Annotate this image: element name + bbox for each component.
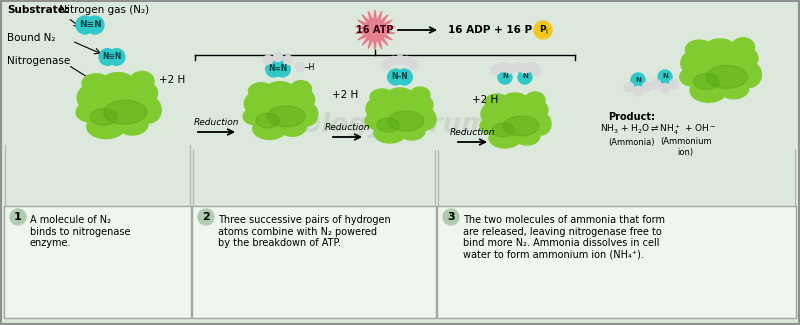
Text: A molecule of N₂
binds to nitrogenase
enzyme.: A molecule of N₂ binds to nitrogenase en… <box>30 215 130 248</box>
Text: (Ammonia): (Ammonia) <box>608 137 654 147</box>
Ellipse shape <box>86 115 125 138</box>
Ellipse shape <box>694 73 719 90</box>
Circle shape <box>443 209 459 225</box>
Ellipse shape <box>279 117 306 136</box>
Ellipse shape <box>377 118 399 132</box>
Ellipse shape <box>297 103 318 126</box>
Text: N=N: N=N <box>268 64 288 73</box>
Circle shape <box>274 61 290 77</box>
Ellipse shape <box>696 52 744 88</box>
Circle shape <box>76 16 94 34</box>
Text: Reduction: Reduction <box>325 123 370 132</box>
Text: The two molecules of ammonia that form
are released, leaving nitrogenase free to: The two molecules of ammonia that form a… <box>463 215 665 260</box>
Circle shape <box>513 62 523 72</box>
Text: Nitrogen gas (N₂): Nitrogen gas (N₂) <box>56 5 149 15</box>
Text: Three successive pairs of hydrogen
atoms combine with N₂ powered
by the breakdow: Three successive pairs of hydrogen atoms… <box>218 215 390 248</box>
Text: +2 H: +2 H <box>472 95 498 105</box>
Text: Reduction: Reduction <box>450 128 495 137</box>
Ellipse shape <box>370 89 394 105</box>
Ellipse shape <box>518 99 548 121</box>
Ellipse shape <box>485 94 509 110</box>
Ellipse shape <box>374 123 406 143</box>
Ellipse shape <box>244 91 274 116</box>
Ellipse shape <box>690 79 727 102</box>
Ellipse shape <box>117 113 148 135</box>
Ellipse shape <box>386 88 414 106</box>
Ellipse shape <box>481 102 509 126</box>
Text: Reduction: Reduction <box>194 118 239 127</box>
Ellipse shape <box>90 109 117 125</box>
Ellipse shape <box>501 93 529 111</box>
Ellipse shape <box>738 62 762 87</box>
Circle shape <box>388 69 403 85</box>
Circle shape <box>642 82 652 92</box>
FancyBboxPatch shape <box>437 206 796 318</box>
Ellipse shape <box>489 128 521 148</box>
Text: Bound N₂: Bound N₂ <box>7 33 55 43</box>
Text: (Ammonium
ion): (Ammonium ion) <box>660 137 712 157</box>
Text: 2: 2 <box>202 212 210 222</box>
Ellipse shape <box>525 92 545 108</box>
Circle shape <box>295 62 305 72</box>
Circle shape <box>520 64 530 74</box>
Ellipse shape <box>681 49 713 77</box>
Circle shape <box>651 79 661 89</box>
Ellipse shape <box>290 81 311 98</box>
Text: N: N <box>522 73 528 80</box>
Text: Substrate:: Substrate: <box>7 5 69 15</box>
Text: N–N: N–N <box>392 72 408 81</box>
FancyBboxPatch shape <box>4 206 191 318</box>
Text: N≡N: N≡N <box>102 52 122 61</box>
Ellipse shape <box>76 103 102 122</box>
Circle shape <box>660 83 670 93</box>
Ellipse shape <box>138 97 161 123</box>
Ellipse shape <box>706 65 747 88</box>
Text: ─H: ─H <box>304 62 314 72</box>
Ellipse shape <box>704 39 736 60</box>
Ellipse shape <box>258 93 302 127</box>
Circle shape <box>198 209 214 225</box>
Text: 1: 1 <box>14 212 22 222</box>
Text: 3: 3 <box>447 212 455 222</box>
Circle shape <box>531 66 541 76</box>
Circle shape <box>633 86 643 96</box>
Circle shape <box>527 62 537 72</box>
Circle shape <box>381 60 391 70</box>
Circle shape <box>263 55 273 65</box>
Ellipse shape <box>365 113 387 129</box>
Text: Biology-Forums: Biology-Forums <box>274 112 506 138</box>
Circle shape <box>395 55 405 65</box>
Circle shape <box>658 70 672 84</box>
Text: NH$_3$ + H$_2$O$\rightleftharpoons$NH$_4^+$ + OH$^-$: NH$_3$ + H$_2$O$\rightleftharpoons$NH$_4… <box>600 123 716 137</box>
Circle shape <box>266 61 282 77</box>
Text: N: N <box>662 73 668 80</box>
Text: Product:: Product: <box>608 112 655 122</box>
Ellipse shape <box>723 46 758 71</box>
Circle shape <box>273 52 283 62</box>
Circle shape <box>99 49 116 65</box>
Ellipse shape <box>403 94 433 116</box>
Text: N: N <box>502 73 508 80</box>
Ellipse shape <box>266 82 294 100</box>
Ellipse shape <box>494 104 536 136</box>
Ellipse shape <box>267 106 306 127</box>
Ellipse shape <box>503 116 539 136</box>
Ellipse shape <box>410 87 430 103</box>
Ellipse shape <box>492 123 514 137</box>
Circle shape <box>388 56 398 66</box>
Ellipse shape <box>256 113 279 128</box>
FancyBboxPatch shape <box>192 206 436 318</box>
Ellipse shape <box>283 88 314 111</box>
Ellipse shape <box>379 99 421 131</box>
Circle shape <box>108 49 125 65</box>
Circle shape <box>397 69 412 85</box>
Circle shape <box>624 82 634 92</box>
Ellipse shape <box>366 97 394 121</box>
Circle shape <box>534 21 552 39</box>
Circle shape <box>669 79 679 89</box>
Circle shape <box>86 16 104 34</box>
Ellipse shape <box>243 108 266 125</box>
Ellipse shape <box>104 100 147 124</box>
Ellipse shape <box>388 111 424 131</box>
